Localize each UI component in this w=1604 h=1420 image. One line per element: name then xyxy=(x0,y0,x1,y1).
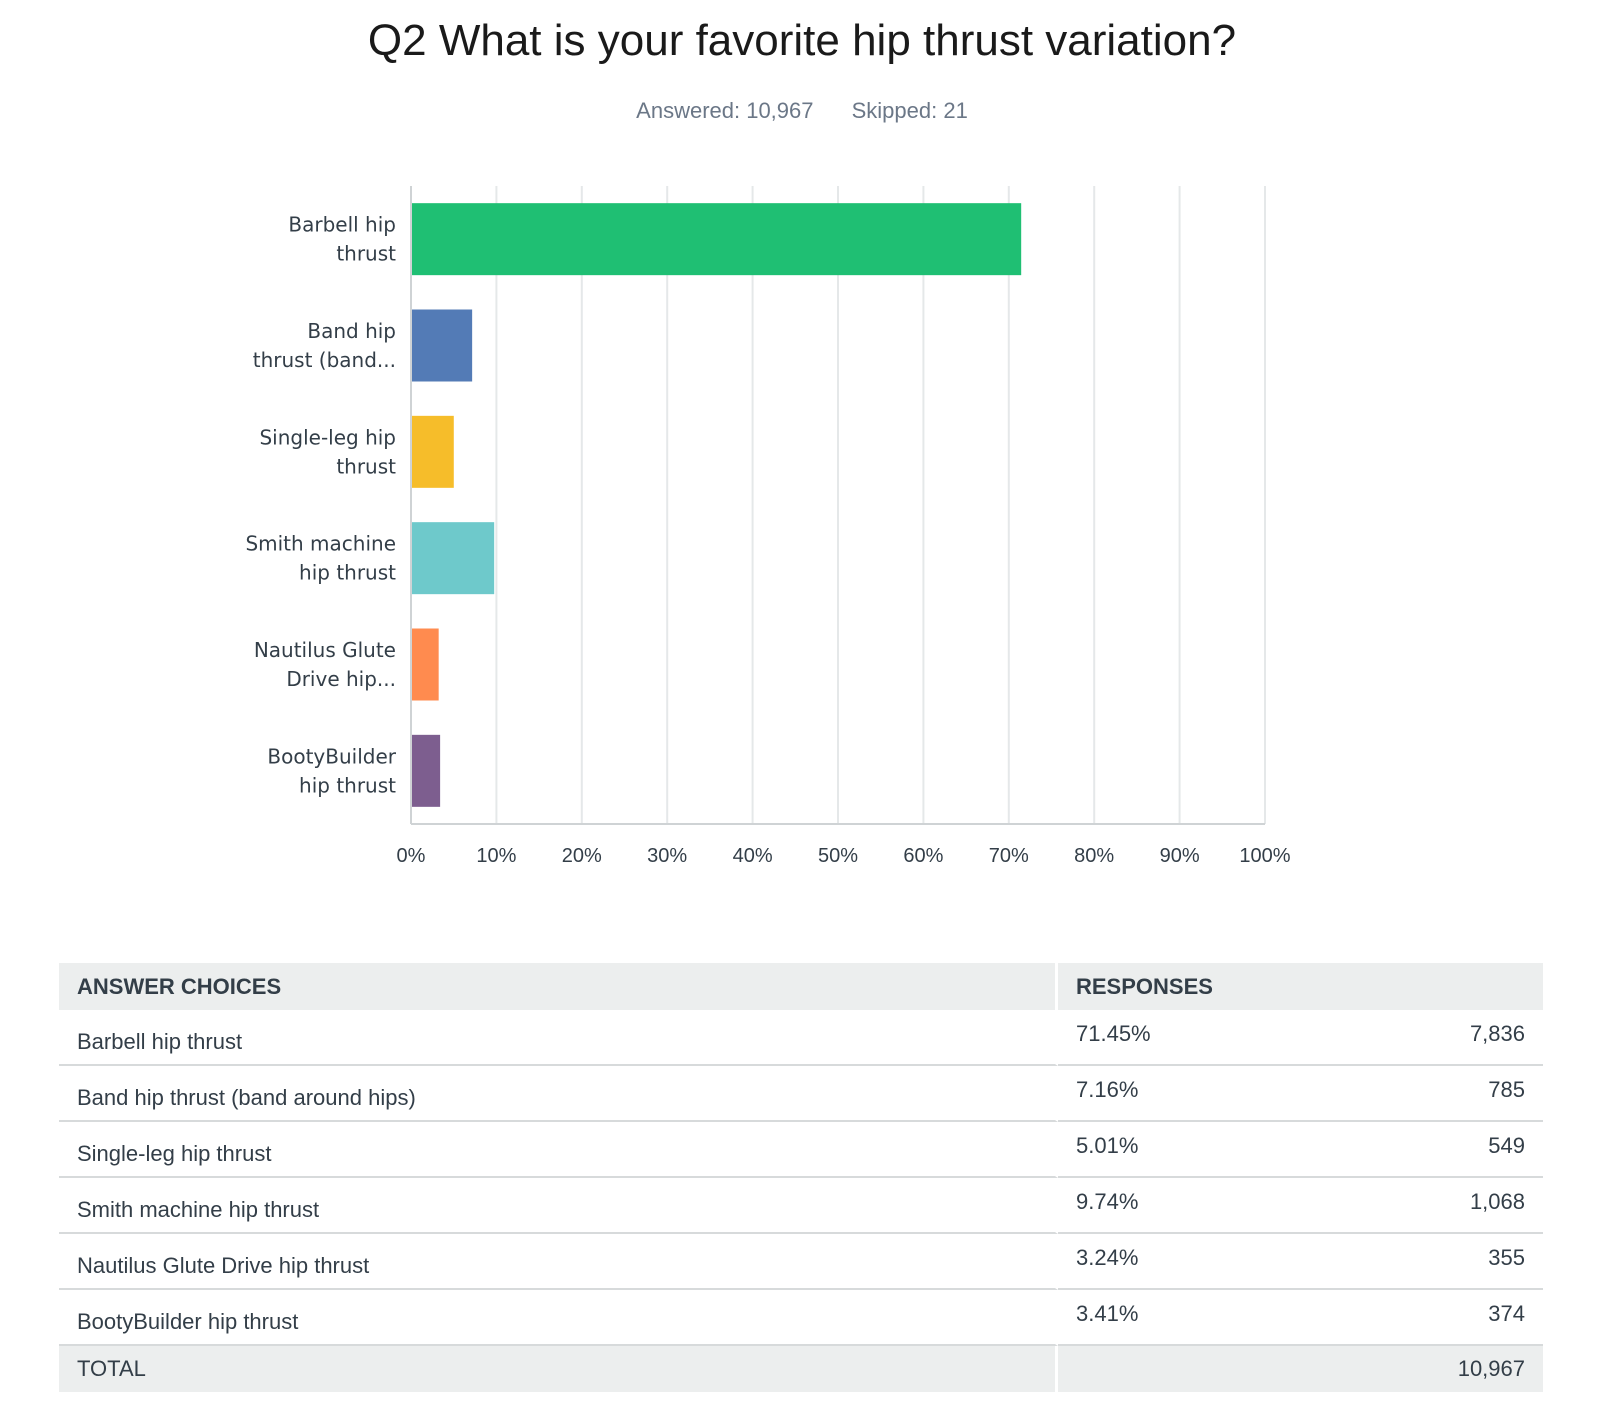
table-header-row: ANSWER CHOICES RESPONSES xyxy=(59,963,1543,1010)
category-label-line: Drive hip... xyxy=(286,667,396,691)
table-row: Single-leg hip thrust 5.01% 549 xyxy=(59,1122,1543,1178)
category-label-line: hip thrust xyxy=(299,773,396,797)
x-tick-label: 0% xyxy=(397,845,426,867)
skipped-count: Skipped: 21 xyxy=(851,98,968,123)
answer-choice: Nautilus Glute Drive hip thrust xyxy=(59,1234,1058,1290)
bars xyxy=(411,203,1022,807)
response-cell: 71.45% 7,836 xyxy=(1058,1010,1543,1066)
response-count: 355 xyxy=(1488,1245,1525,1270)
response-percent: 9.74% xyxy=(1076,1189,1139,1214)
table-row: Barbell hip thrust 71.45% 7,836 xyxy=(59,1010,1543,1066)
results-table: ANSWER CHOICES RESPONSES Barbell hip thr… xyxy=(59,963,1543,1392)
category-label: Single-leg hip thrust xyxy=(259,425,396,478)
grid-lines xyxy=(495,186,1266,824)
response-percent: 7.16% xyxy=(1076,1077,1139,1102)
response-cell: 3.41% 374 xyxy=(1058,1290,1543,1346)
x-tick-label: 40% xyxy=(733,845,773,867)
table-total-row: TOTAL 10,967 xyxy=(59,1346,1543,1392)
x-tick-label: 100% xyxy=(1239,845,1290,867)
category-label-line: Band hip xyxy=(307,319,396,343)
category-label-line: Barbell hip xyxy=(288,213,396,237)
response-cell: 7.16% 785 xyxy=(1058,1066,1543,1122)
category-label: BootyBuilder hip thrust xyxy=(267,744,396,797)
bar-chart: Barbell hip thrust Band hip thrust (band...… xyxy=(245,186,1291,867)
response-count: 549 xyxy=(1488,1133,1525,1158)
bar xyxy=(411,415,454,488)
x-tick-label: 60% xyxy=(903,845,943,867)
table-row: Smith machine hip thrust 9.74% 1,068 xyxy=(59,1178,1543,1234)
total-value: 10,967 xyxy=(1058,1346,1543,1392)
column-header-answer-choices: ANSWER CHOICES xyxy=(59,963,1058,1010)
response-cell: 9.74% 1,068 xyxy=(1058,1178,1543,1234)
answer-choice: Band hip thrust (band around hips) xyxy=(59,1066,1058,1122)
axes xyxy=(410,186,1265,825)
x-tick-label: 50% xyxy=(818,845,858,867)
table-row: Band hip thrust (band around hips) 7.16%… xyxy=(59,1066,1543,1122)
category-label-line: Single-leg hip xyxy=(259,425,396,449)
total-label: TOTAL xyxy=(59,1346,1058,1392)
response-count: 785 xyxy=(1488,1077,1525,1102)
category-label-line: hip thrust xyxy=(299,561,396,585)
category-label-line: Nautilus Glute xyxy=(254,638,396,662)
table-row: Nautilus Glute Drive hip thrust 3.24% 355 xyxy=(59,1234,1543,1290)
response-percent: 3.41% xyxy=(1076,1301,1139,1326)
table-row: BootyBuilder hip thrust 3.41% 374 xyxy=(59,1290,1543,1346)
bar xyxy=(411,734,441,807)
response-count: 7,836 xyxy=(1469,1021,1525,1046)
category-label-line: Smith machine xyxy=(245,532,396,556)
category-label: Barbell hip thrust xyxy=(288,213,396,266)
page-title: Q2 What is your favorite hip thrust vari… xyxy=(367,16,1237,65)
x-tick-label: 70% xyxy=(989,845,1029,867)
category-label-line: thrust xyxy=(336,454,396,478)
answer-choice: Smith machine hip thrust xyxy=(59,1178,1058,1234)
category-labels: Barbell hip thrust Band hip thrust (band...… xyxy=(245,213,396,798)
response-count: 374 xyxy=(1488,1301,1525,1326)
response-cell: 5.01% 549 xyxy=(1058,1122,1543,1178)
column-header-responses: RESPONSES xyxy=(1058,963,1543,1010)
x-tick-label: 10% xyxy=(476,845,516,867)
bar xyxy=(411,309,473,382)
response-count: 1,068 xyxy=(1469,1189,1525,1214)
answer-choice: Barbell hip thrust xyxy=(59,1010,1058,1066)
answer-choice: Single-leg hip thrust xyxy=(59,1122,1058,1178)
bar xyxy=(411,522,495,595)
answer-choice: BootyBuilder hip thrust xyxy=(59,1290,1058,1346)
x-tick-label: 30% xyxy=(647,845,687,867)
response-percent: 71.45% xyxy=(1076,1021,1151,1046)
category-label-line: BootyBuilder xyxy=(267,744,396,768)
category-label-line: thrust xyxy=(336,242,396,266)
response-percent: 5.01% xyxy=(1076,1133,1139,1158)
x-tick-label: 20% xyxy=(562,845,602,867)
bar xyxy=(411,628,439,701)
bar xyxy=(411,203,1022,276)
response-stats: Answered: 10,967 Skipped: 21 xyxy=(0,98,1604,124)
category-label: Smith machine hip thrust xyxy=(245,532,396,585)
tick-labels: 0% 10% 20% 30% 40% 50% 60% 70% 80% 90% 100% xyxy=(397,845,1291,867)
x-tick-label: 90% xyxy=(1160,845,1200,867)
x-tick-label: 80% xyxy=(1074,845,1114,867)
category-label: Nautilus Glute Drive hip... xyxy=(254,638,396,691)
response-cell: 3.24% 355 xyxy=(1058,1234,1543,1290)
answered-count: Answered: 10,967 xyxy=(636,98,814,123)
category-label: Band hip thrust (band... xyxy=(253,319,396,372)
category-label-line: thrust (band... xyxy=(253,348,396,372)
response-percent: 3.24% xyxy=(1076,1245,1139,1270)
